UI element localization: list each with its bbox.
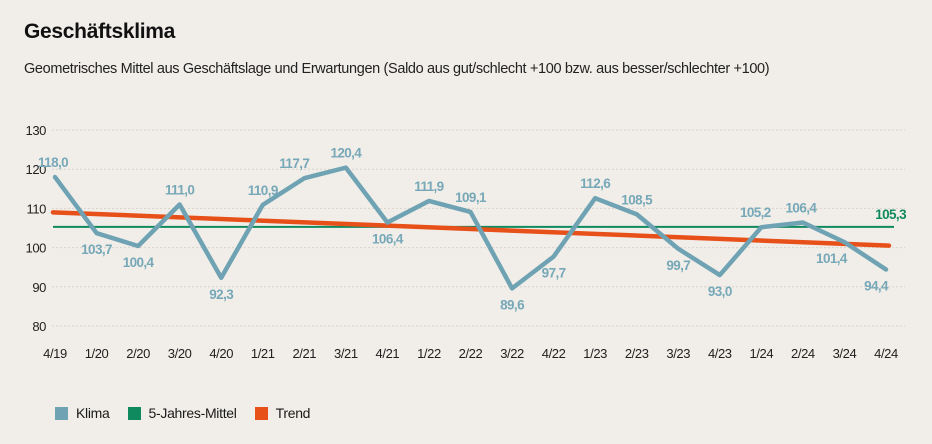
series-lines <box>50 165 894 291</box>
x-tick-label: 4/20 <box>209 346 233 361</box>
klima-data-label: 111,0 <box>165 182 194 197</box>
x-tick-label: 1/20 <box>85 346 109 361</box>
legend-item-mittel: 5-Jahres-Mittel <box>127 405 237 421</box>
y-tick-label: 110 <box>26 201 46 216</box>
y-tick-label: 90 <box>32 280 46 295</box>
klima-data-label: 93,0 <box>708 284 732 299</box>
klima-data-label: 118,0 <box>38 155 68 170</box>
klima-data-label: 89,6 <box>500 297 525 312</box>
x-tick-label: 2/20 <box>126 346 150 361</box>
x-tick-label: 2/21 <box>292 346 316 361</box>
klima-data-label: 117,7 <box>279 156 309 171</box>
x-tick-label: 2/24 <box>791 346 815 361</box>
legend-swatch-trend <box>254 406 268 420</box>
klima-data-label: 94,4 <box>864 279 889 294</box>
x-tick-label: 2/23 <box>625 346 649 361</box>
klima-data-label: 103,7 <box>81 242 112 257</box>
x-tick-label: 1/21 <box>251 346 275 361</box>
x-axis-ticks: 4/19 1/20 2/20 3/20 4/20 1/21 2/21 3/21 4/21 1/22… <box>43 346 898 361</box>
y-tick-label: 100 <box>26 241 47 256</box>
x-tick-label: 4/21 <box>376 346 400 361</box>
mittel-data-label: 105,3 <box>875 207 907 222</box>
x-tick-label: 4/22 <box>542 346 566 361</box>
x-tick-label: 3/22 <box>500 346 524 361</box>
x-tick-label: 4/19 <box>43 346 67 361</box>
klima-data-label: 120,4 <box>330 146 362 161</box>
x-tick-label: 4/23 <box>708 346 732 361</box>
legend-item-trend: Trend <box>254 405 311 421</box>
x-tick-label: 1/24 <box>749 346 773 361</box>
x-tick-label: 1/23 <box>583 346 607 361</box>
klima-data-label: 97,7 <box>542 266 566 281</box>
klima-data-label: 99,7 <box>666 258 690 273</box>
x-tick-label: 2/22 <box>459 346 483 361</box>
klima-data-label: 110,9 <box>248 183 278 198</box>
klima-data-label: 108,5 <box>621 192 653 207</box>
klima-data-label: 106,4 <box>786 201 818 216</box>
legend-label-klima: Klima <box>76 405 110 421</box>
y-axis-ticks: 80 90 100 110 120 130 <box>26 123 47 334</box>
x-tick-label: 3/24 <box>833 346 857 361</box>
klima-data-label: 100,4 <box>123 255 155 270</box>
klima-data-label: 105,2 <box>740 205 771 220</box>
klima-data-label: 112,6 <box>580 176 611 191</box>
legend-item-klima: Klima <box>55 405 110 421</box>
legend-swatch-mittel <box>127 406 141 420</box>
y-tick-label: 130 <box>26 123 47 138</box>
klima-data-label: 109,1 <box>455 190 487 205</box>
chart-subtitle: Geometrisches Mittel aus Geschäftslage u… <box>24 61 770 77</box>
x-tick-label: 3/20 <box>168 346 192 361</box>
klima-data-label: 106,4 <box>372 232 404 247</box>
x-tick-label: 3/21 <box>334 346 358 361</box>
klima-data-label: 101,4 <box>816 251 848 266</box>
y-tick-label: 120 <box>26 162 47 177</box>
x-tick-label: 3/23 <box>666 346 690 361</box>
legend-label-trend: Trend <box>275 405 311 421</box>
legend-swatch-klima <box>55 406 68 420</box>
legend: Klima 5-Jahres-Mittel Trend <box>55 405 310 421</box>
x-tick-label: 4/24 <box>874 346 898 361</box>
x-tick-label: 1/22 <box>417 346 441 361</box>
legend-label-mittel: 5-Jahres-Mittel <box>148 405 237 421</box>
klima-data-label: 111,9 <box>414 179 443 194</box>
chart-title: Geschäftsklima <box>24 20 176 43</box>
klima-data-label: 92,3 <box>209 287 234 302</box>
y-tick-label: 80 <box>32 319 46 334</box>
